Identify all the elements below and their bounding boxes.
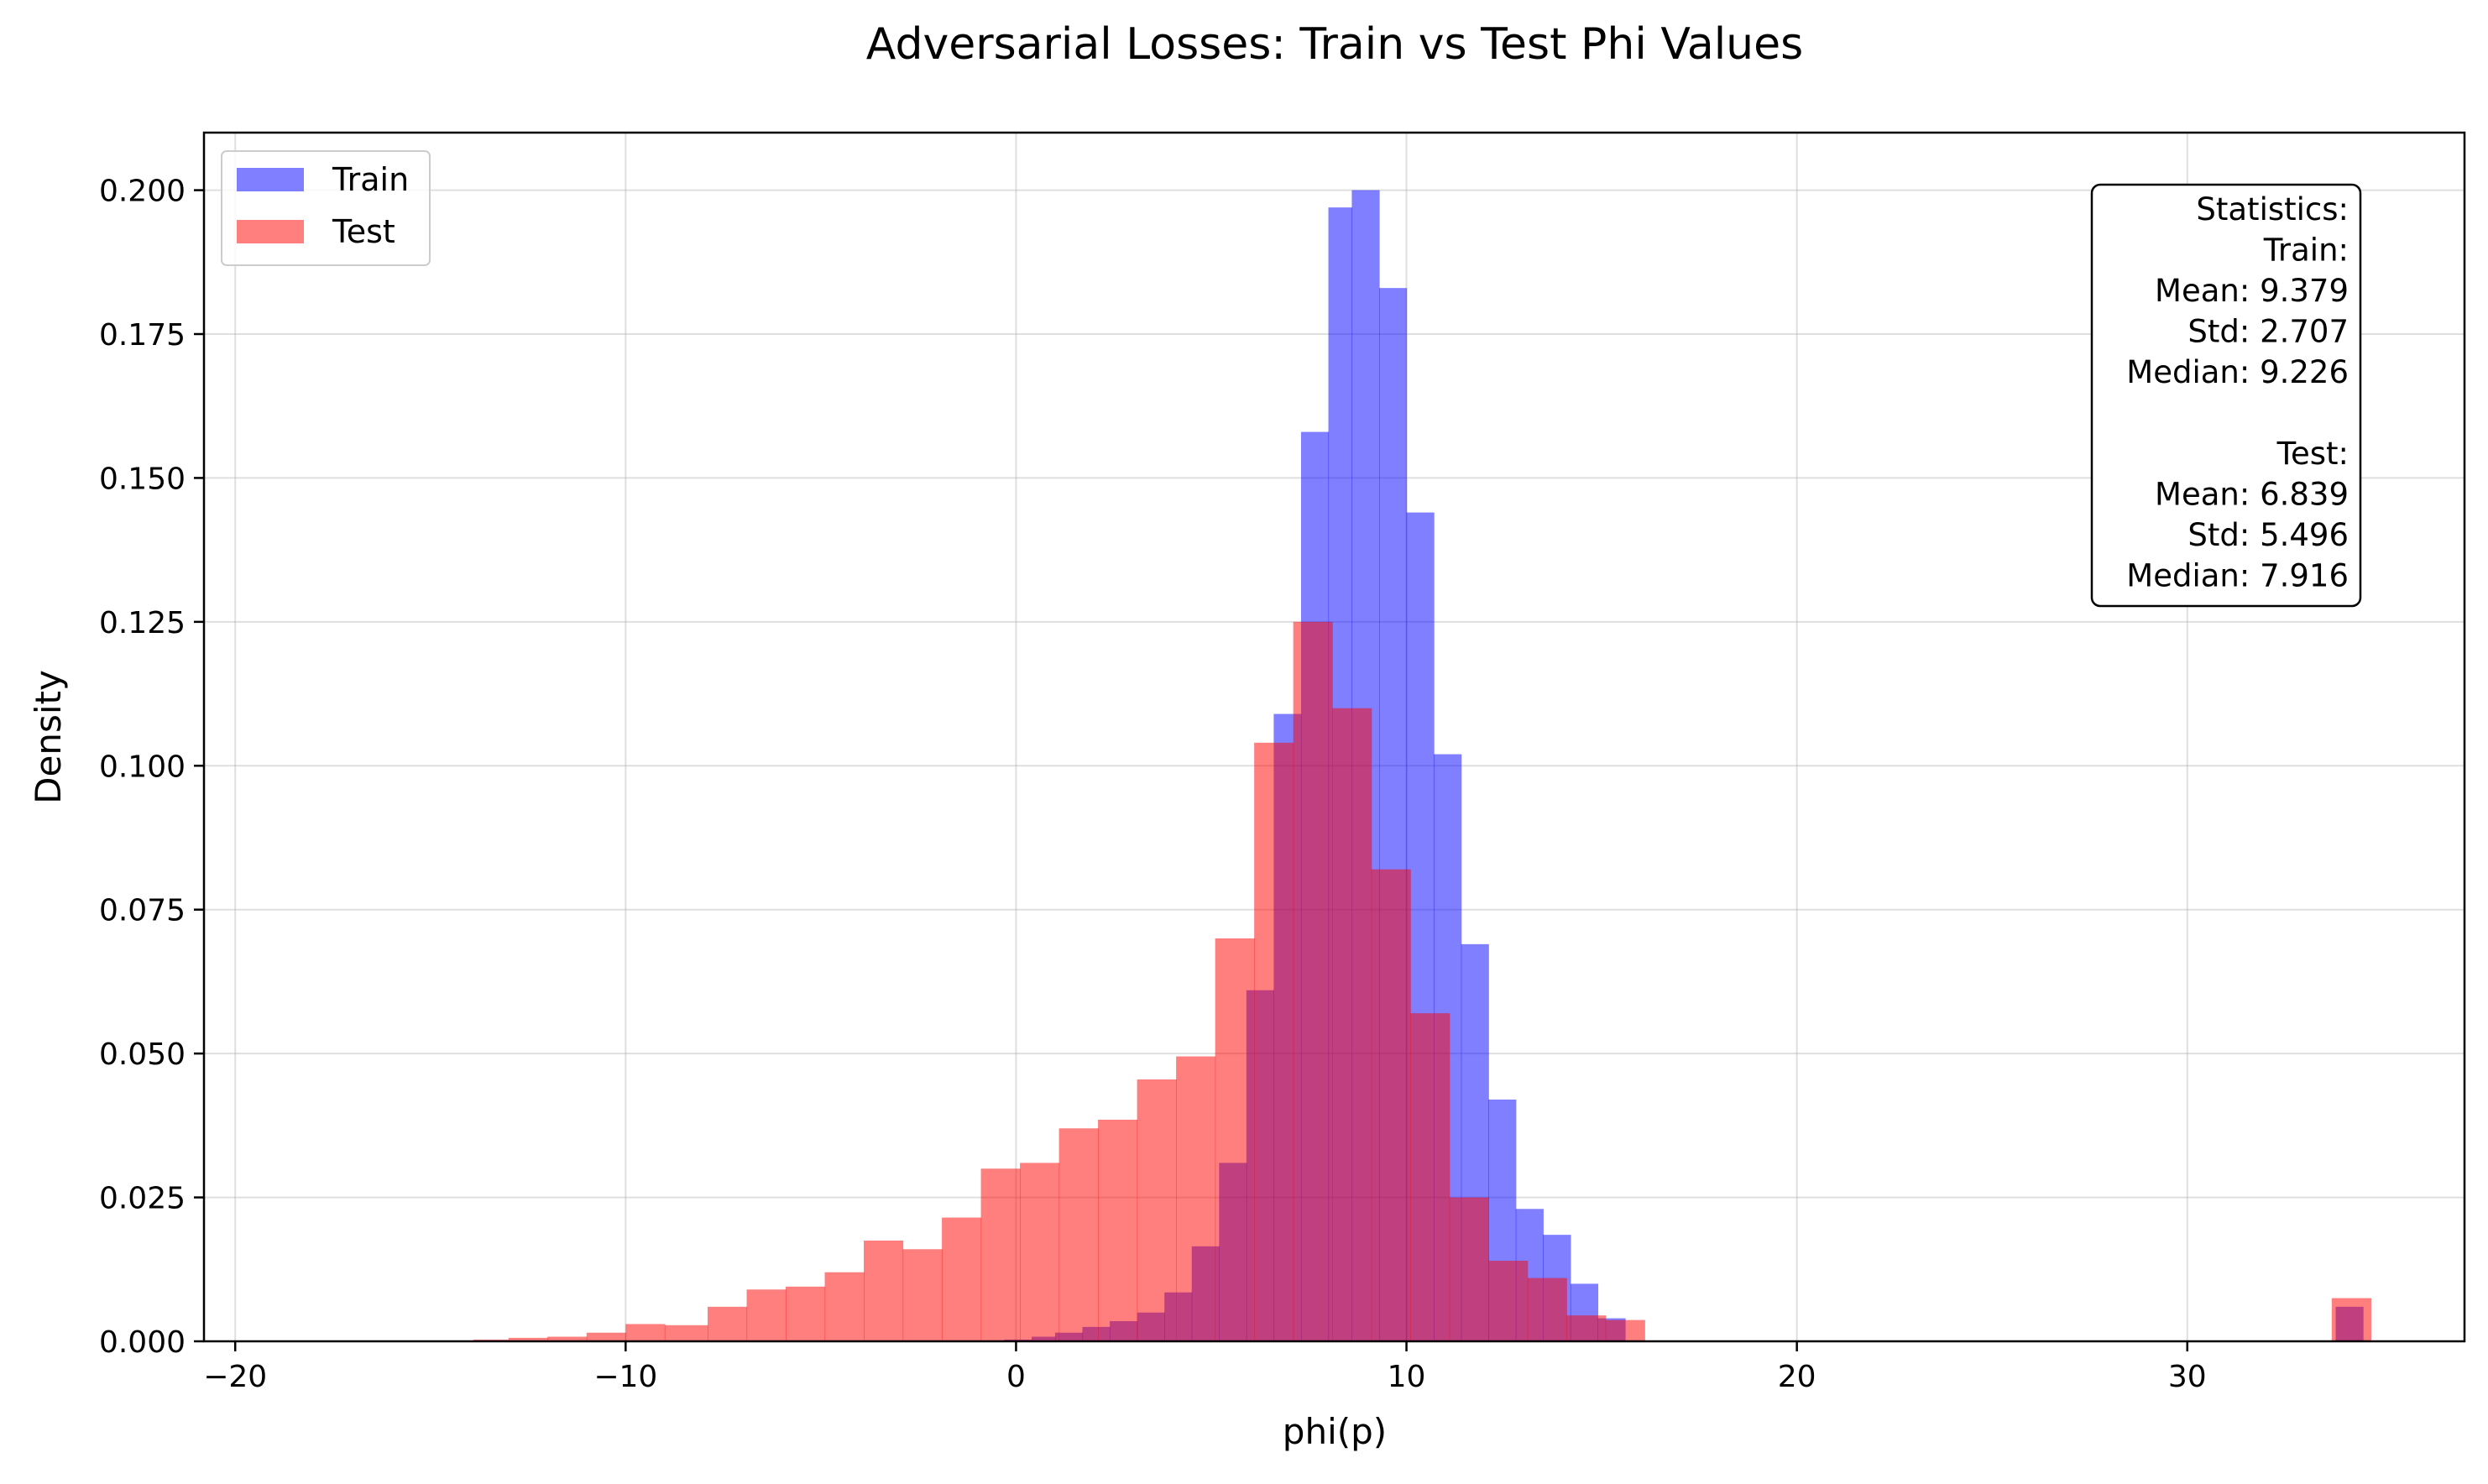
histogram-bar-test: [746, 1289, 787, 1341]
statistics-line: Std: 5.496: [2187, 517, 2349, 553]
statistics-line: Statistics:: [2196, 191, 2349, 227]
histogram-bar-test: [1137, 1079, 1177, 1341]
y-axis-ticks: 0.000 0.025 0.050 0.075 0.100 0.125 0.150 0.175…: [99, 175, 204, 1360]
y-tick-label: 0.075: [99, 894, 186, 928]
histogram-bar-test: [1176, 1056, 1216, 1341]
y-tick-label: 0.150: [99, 462, 186, 496]
statistics-line: Std: 2.707: [2187, 314, 2349, 350]
x-tick-label: −20: [203, 1360, 267, 1394]
plot-frame: [202, 131, 2466, 1343]
histogram-bar-test: [586, 1332, 626, 1341]
statistics-line: Train:: [2263, 233, 2349, 269]
x-tick-label: 20: [1778, 1360, 1816, 1394]
histogram-bar-test: [1098, 1120, 1138, 1341]
statistics-line: Mean: 9.379: [2155, 273, 2349, 309]
histogram-bar-test: [2331, 1298, 2371, 1341]
y-tick-label: 0.175: [99, 318, 186, 353]
legend: Train Test: [221, 150, 431, 266]
x-tick-label: −10: [593, 1360, 657, 1394]
y-axis-label: Density: [28, 670, 69, 804]
statistics-line: Median: 7.916: [2126, 558, 2349, 594]
histogram-bar-test: [980, 1168, 1021, 1341]
histogram-bar-test: [1020, 1163, 1060, 1341]
histogram-bar-test: [1332, 708, 1372, 1341]
legend-swatch-test: [237, 220, 304, 243]
histogram-bar-test: [508, 1337, 548, 1341]
chart-title: Adversarial Losses: Train vs Test Phi Va…: [866, 19, 1803, 70]
x-axis-label: phi(p): [1283, 1411, 1387, 1452]
histogram-bar-test: [1410, 1013, 1450, 1341]
histogram-bar-test: [547, 1336, 588, 1341]
histogram-bar-test: [1488, 1261, 1529, 1341]
statistics-line: Test:: [2276, 436, 2349, 472]
x-tick-label: 0: [1006, 1360, 1026, 1394]
histogram-bar-test: [1254, 742, 1294, 1341]
statistics-box: Statistics: Train: Mean: 9.379 Std: 2.707 Me…: [2090, 183, 2362, 608]
histogram-bar-test: [902, 1249, 943, 1341]
histogram-bar-test: [942, 1217, 982, 1341]
histogram-bar-test: [707, 1306, 748, 1341]
histogram-bar-test: [1605, 1319, 1645, 1341]
y-tick-label: 0.125: [99, 606, 186, 640]
x-tick-label: 10: [1388, 1360, 1426, 1394]
histogram-bar-test: [864, 1241, 904, 1341]
y-tick-label: 0.050: [99, 1037, 186, 1072]
legend-label-test: Test: [332, 213, 395, 250]
histogram-bar-test: [824, 1272, 865, 1341]
histogram-bar-test: [625, 1324, 666, 1341]
y-tick-label: 0.100: [99, 750, 186, 784]
statistics-line: Median: 9.226: [2126, 354, 2349, 390]
histogram-bar-test: [1371, 869, 1411, 1341]
x-tick-label: 30: [2168, 1360, 2207, 1394]
histogram-bar-test: [1058, 1128, 1099, 1341]
y-tick-label: 0.200: [99, 175, 186, 209]
statistics-line: Mean: 6.839: [2155, 477, 2349, 513]
test-bars: [473, 621, 2371, 1341]
histogram-bar-test: [786, 1286, 826, 1341]
statistics-box-frame: [2090, 183, 2362, 608]
x-axis-ticks: −20 −10 0 10 20 30: [203, 1341, 2207, 1394]
histogram-bar-test: [1215, 938, 1255, 1341]
legend-label-train: Train: [332, 161, 409, 198]
histogram-bar-test: [1566, 1315, 1607, 1341]
legend-swatch-train: [237, 168, 304, 191]
histogram-bar-test: [1449, 1197, 1489, 1341]
y-tick-label: 0.000: [99, 1325, 186, 1360]
histogram-bar-test: [1293, 621, 1333, 1341]
y-tick-label: 0.025: [99, 1182, 186, 1216]
histogram-bar-test: [1527, 1278, 1567, 1341]
histogram-bar-test: [664, 1325, 708, 1341]
